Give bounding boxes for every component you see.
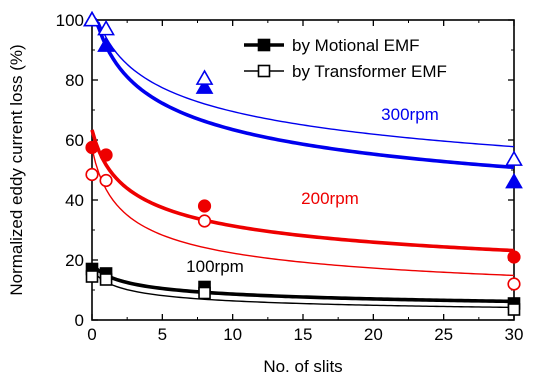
open-circle-marker bbox=[99, 173, 113, 188]
motional-emf-fit-line bbox=[90, 262, 515, 304]
legend-open-square-marker bbox=[257, 64, 271, 78]
fit-curves bbox=[90, 18, 515, 309]
open-circle-marker bbox=[197, 214, 212, 228]
transformer-emf-fit-line bbox=[92, 19, 515, 148]
x-tick-label: 15 bbox=[294, 325, 313, 344]
transformer-emf-fit-line bbox=[91, 269, 515, 309]
x-tick-label: 10 bbox=[223, 325, 242, 344]
filled-circle-marker bbox=[507, 250, 521, 264]
annotation-200rpm: 200rpm bbox=[301, 189, 359, 208]
legend-filled-square-marker bbox=[257, 38, 271, 52]
open-triangle-marker bbox=[505, 150, 523, 166]
x-axis-title: No. of slits bbox=[263, 357, 342, 376]
filled-circle-marker bbox=[99, 148, 113, 162]
open-square-marker bbox=[198, 286, 211, 300]
filled-circle-marker bbox=[85, 140, 99, 155]
open-triangle-marker bbox=[97, 19, 115, 36]
annotation-300rpm: 300rpm bbox=[381, 105, 439, 124]
filled-triangle-marker bbox=[97, 36, 115, 52]
legend-label: by Motional EMF bbox=[292, 36, 420, 55]
x-tick-label: 0 bbox=[87, 325, 96, 344]
filled-circle-marker bbox=[197, 199, 212, 213]
filled-triangle-marker bbox=[505, 172, 523, 189]
open-triangle-marker bbox=[195, 69, 214, 85]
open-square-marker bbox=[507, 303, 521, 316]
x-tick-label: 30 bbox=[505, 325, 524, 344]
y-tick-label: 80 bbox=[65, 71, 84, 90]
y-axis-title: Normalized eddy current loss (%) bbox=[7, 44, 26, 295]
y-tick-label: 40 bbox=[65, 191, 84, 210]
open-square-marker bbox=[99, 273, 113, 286]
open-circle-marker bbox=[85, 167, 99, 182]
motional-emf-fit-line bbox=[90, 129, 515, 253]
open-triangle-marker bbox=[83, 10, 101, 27]
axes: 0 5 10 15 20 25 30 0 20 40 60 80 100 bbox=[56, 11, 524, 344]
filled-triangle-marker bbox=[195, 78, 214, 94]
x-tick-label: 25 bbox=[434, 325, 453, 344]
annotations: 300rpm 200rpm 100rpm bbox=[186, 105, 439, 276]
legend-label: by Transformer EMF bbox=[292, 62, 447, 81]
x-tick-label: 20 bbox=[364, 325, 383, 344]
y-tick-label: 0 bbox=[75, 311, 84, 330]
open-circle-marker bbox=[507, 277, 521, 291]
legend: by Motional EMF by Transformer EMF bbox=[244, 36, 447, 81]
y-tick-label: 20 bbox=[65, 251, 84, 270]
open-square-marker bbox=[85, 270, 99, 283]
y-tick-label: 100 bbox=[56, 11, 84, 30]
y-tick-label: 60 bbox=[65, 131, 84, 150]
annotation-100rpm: 100rpm bbox=[186, 257, 244, 276]
data-markers bbox=[83, 10, 523, 316]
motional-emf-fit-line bbox=[92, 18, 515, 170]
x-tick-label: 5 bbox=[158, 325, 167, 344]
transformer-emf-fit-line bbox=[91, 148, 515, 277]
